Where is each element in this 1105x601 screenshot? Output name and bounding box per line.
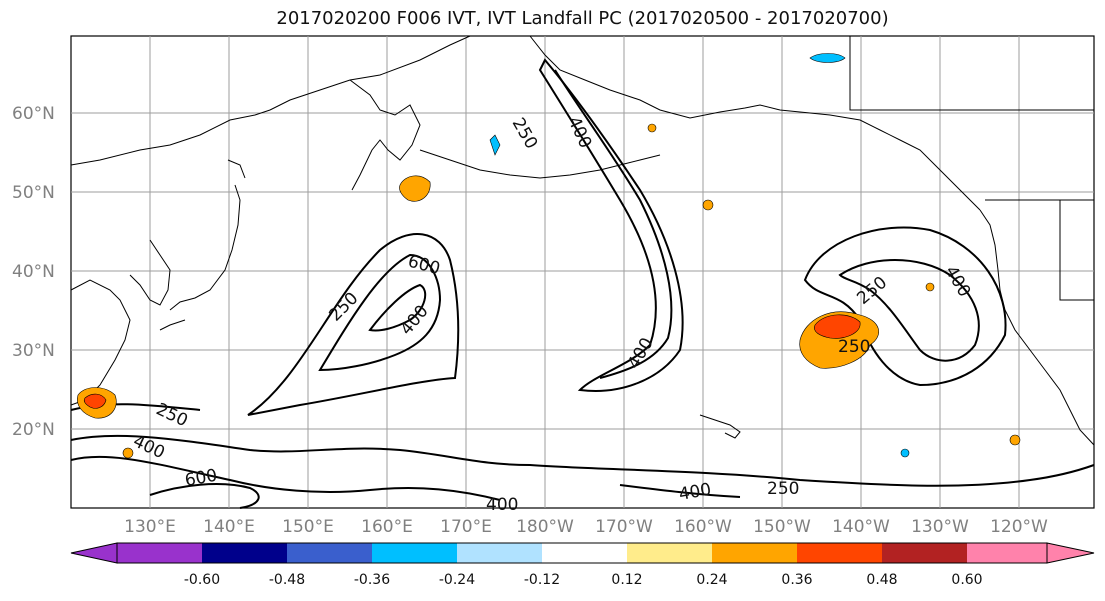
contour-south-400 bbox=[70, 455, 741, 501]
lat-label: 30°N bbox=[12, 341, 55, 361]
colorbar-segment bbox=[372, 543, 457, 563]
latitude-labels: 60°N 50°N 40°N 30°N 20°N bbox=[12, 104, 55, 440]
contour-south-600 bbox=[149, 483, 260, 509]
pc-blob-east-lake bbox=[809, 53, 846, 63]
colorbar-label: -0.24 bbox=[439, 572, 475, 588]
map-title: 2017020200 F006 IVT, IVT Landfall PC (20… bbox=[276, 8, 889, 29]
colorbar-label: 0.12 bbox=[611, 572, 642, 588]
lon-label: 170°W bbox=[595, 517, 653, 537]
colorbar-label: 0.60 bbox=[951, 572, 982, 588]
contour-center-250 bbox=[538, 58, 684, 392]
lon-label: 130°W bbox=[911, 517, 969, 537]
lon-label: 140°W bbox=[832, 517, 890, 537]
aleutians bbox=[419, 149, 661, 179]
japan-coast bbox=[159, 159, 246, 331]
na-west-coast bbox=[979, 209, 1095, 446]
colorbar-segment bbox=[797, 543, 882, 563]
contour-label: 250 bbox=[838, 337, 870, 357]
colorbar-segment bbox=[202, 543, 287, 563]
lat-label: 50°N bbox=[12, 183, 55, 203]
colorbar-label: 0.24 bbox=[696, 572, 727, 588]
longitude-labels: 130°E 140°E 150°E 160°E 170°E 180°W 170°… bbox=[124, 517, 1048, 537]
pc-dot-5 bbox=[900, 448, 910, 458]
lat-label: 40°N bbox=[12, 262, 55, 282]
pc-shading bbox=[77, 53, 1021, 459]
lon-label: 160°W bbox=[674, 517, 732, 537]
contour-label: 400 bbox=[486, 495, 518, 515]
pc-blob-kamchatka bbox=[399, 175, 431, 202]
pc-dot-3 bbox=[122, 447, 134, 459]
alaska-coast bbox=[529, 35, 981, 211]
colorbar-segment bbox=[117, 543, 202, 563]
pc-blob-east-core bbox=[814, 314, 861, 339]
korea-coast bbox=[129, 239, 171, 306]
colorbar-segment bbox=[967, 543, 1047, 563]
pc-dot-4 bbox=[1009, 434, 1021, 446]
pc-dot-1 bbox=[647, 123, 657, 133]
contour-east-400 bbox=[838, 259, 980, 362]
contour-label: 250 bbox=[767, 479, 799, 499]
colorbar-label: -0.48 bbox=[269, 572, 305, 588]
colorbar-label: 0.48 bbox=[866, 572, 897, 588]
colorbar-label: -0.12 bbox=[524, 572, 560, 588]
canada-border bbox=[849, 36, 1094, 301]
colorbar-label: -0.36 bbox=[354, 572, 390, 588]
colorbar-segment bbox=[542, 543, 627, 563]
coastlines bbox=[70, 35, 1095, 446]
contour-west-600 bbox=[368, 283, 427, 332]
hawaii bbox=[699, 414, 741, 439]
lon-label: 180°W bbox=[516, 517, 574, 537]
asia-coast bbox=[70, 35, 471, 166]
pc-dot-2 bbox=[702, 199, 714, 211]
colorbar-segment bbox=[882, 543, 967, 563]
colorbar-max-arrow bbox=[1046, 542, 1095, 564]
lon-label: 130°E bbox=[124, 517, 176, 537]
lon-label: 150°W bbox=[753, 517, 811, 537]
graticule bbox=[71, 36, 1094, 508]
colorbar: -0.60 -0.48 -0.36 -0.24 -0.12 0.12 0.24 … bbox=[70, 542, 1095, 588]
pc-blob-west-core bbox=[83, 393, 107, 409]
lat-label: 60°N bbox=[12, 104, 55, 124]
pc-blob-bering bbox=[489, 134, 501, 156]
colorbar-segment bbox=[287, 543, 372, 563]
lon-label: 150°E bbox=[282, 517, 334, 537]
lon-label: 170°E bbox=[440, 517, 492, 537]
colorbar-label: 0.36 bbox=[781, 572, 812, 588]
pc-dot-6 bbox=[925, 282, 935, 292]
lat-label: 20°N bbox=[12, 420, 55, 440]
colorbar-segment bbox=[457, 543, 542, 563]
lon-label: 120°W bbox=[990, 517, 1048, 537]
colorbar-outline bbox=[116, 542, 1048, 564]
contour-west-400 bbox=[318, 253, 442, 372]
lon-label: 160°E bbox=[361, 517, 413, 537]
colorbar-segment bbox=[627, 543, 712, 563]
colorbar-label: -0.60 bbox=[184, 572, 220, 588]
colorbar-segment bbox=[712, 543, 797, 563]
kamchatka-coast bbox=[349, 79, 421, 191]
lon-label: 140°E bbox=[203, 517, 255, 537]
contour-west-250 bbox=[247, 233, 460, 416]
colorbar-min-arrow bbox=[70, 542, 118, 564]
contour-center-400 bbox=[554, 69, 673, 379]
